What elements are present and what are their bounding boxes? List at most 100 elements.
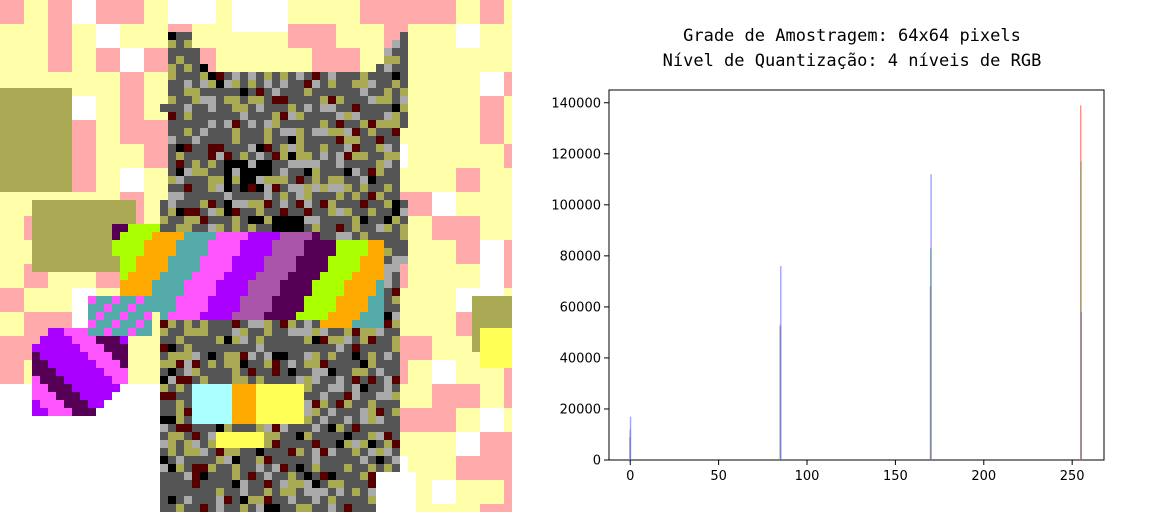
image-pixel-run bbox=[112, 224, 128, 232]
image-pixel-run bbox=[400, 424, 456, 432]
image-pixel-run bbox=[160, 216, 168, 224]
image-pixel-run bbox=[376, 448, 384, 456]
image-pixel-run bbox=[224, 168, 232, 176]
image-pixel-run bbox=[32, 344, 80, 352]
image-pixel-run bbox=[264, 96, 272, 104]
image-pixel-run bbox=[288, 272, 320, 280]
image-pixel-run bbox=[72, 304, 88, 312]
image-pixel-run bbox=[168, 320, 176, 328]
image-pixel-run bbox=[184, 104, 192, 112]
image-pixel-run bbox=[0, 424, 160, 432]
image-pixel-run bbox=[72, 48, 96, 56]
image-pixel-run bbox=[224, 96, 240, 104]
image-pixel-run bbox=[208, 360, 216, 368]
image-pixel-run bbox=[432, 360, 456, 368]
image-pixel-run bbox=[192, 360, 200, 368]
image-pixel-run bbox=[304, 376, 312, 384]
image-pixel-run bbox=[456, 496, 504, 504]
image-pixel-run bbox=[312, 400, 320, 408]
image-pixel-run bbox=[272, 136, 288, 144]
image-pixel-run bbox=[344, 128, 352, 136]
image-pixel-run bbox=[352, 192, 360, 200]
image-pixel-run bbox=[0, 408, 32, 416]
image-pixel-run bbox=[216, 456, 224, 464]
image-pixel-run bbox=[400, 80, 408, 88]
image-pixel-run bbox=[24, 264, 32, 272]
image-pixel-run bbox=[368, 296, 384, 304]
image-pixel-run bbox=[248, 104, 256, 112]
image-pixel-run bbox=[176, 72, 200, 80]
image-pixel-run bbox=[200, 312, 232, 320]
image-pixel-run bbox=[456, 8, 480, 16]
image-pixel-run bbox=[304, 128, 312, 136]
image-pixel-run bbox=[392, 456, 400, 464]
image-pixel-run bbox=[0, 360, 24, 368]
image-pixel-run bbox=[0, 192, 120, 200]
image-pixel-run bbox=[368, 152, 384, 160]
image-pixel-run bbox=[248, 80, 256, 88]
image-pixel-run bbox=[216, 200, 224, 208]
image-pixel-run bbox=[288, 0, 360, 8]
image-pixel-run bbox=[136, 256, 168, 264]
image-pixel-run bbox=[232, 192, 264, 200]
image-pixel-run bbox=[480, 432, 512, 440]
image-pixel-run bbox=[160, 424, 168, 432]
image-pixel-run bbox=[384, 48, 392, 56]
image-pixel-run bbox=[216, 232, 248, 240]
image-pixel-run bbox=[296, 472, 304, 480]
image-pixel-run bbox=[312, 200, 320, 208]
image-pixel-run bbox=[272, 368, 280, 376]
image-pixel-run bbox=[400, 280, 408, 288]
image-pixel-run bbox=[256, 104, 264, 112]
image-pixel-run bbox=[312, 480, 320, 488]
image-pixel-run bbox=[272, 128, 280, 136]
image-pixel-run bbox=[176, 320, 184, 328]
image-pixel-run bbox=[208, 200, 216, 208]
image-pixel-run bbox=[88, 352, 112, 360]
image-pixel-run bbox=[272, 152, 280, 160]
image-pixel-run bbox=[368, 120, 376, 128]
image-pixel-run bbox=[96, 0, 144, 8]
image-pixel-run bbox=[144, 96, 168, 104]
image-pixel-run bbox=[184, 360, 192, 368]
image-pixel-run bbox=[264, 328, 272, 336]
image-pixel-run bbox=[208, 328, 232, 336]
image-pixel-run bbox=[408, 272, 480, 280]
image-pixel-run bbox=[208, 120, 216, 128]
image-pixel-run bbox=[480, 360, 512, 368]
image-pixel-run bbox=[344, 440, 352, 448]
image-pixel-run bbox=[352, 208, 368, 216]
image-pixel-run bbox=[0, 384, 32, 392]
image-pixel-run bbox=[112, 240, 144, 248]
image-pixel-run bbox=[0, 136, 72, 144]
image-pixel-run bbox=[208, 376, 232, 384]
image-pixel-run bbox=[96, 8, 144, 16]
image-pixel-run bbox=[168, 112, 176, 120]
image-pixel-run bbox=[256, 344, 264, 352]
image-pixel-run bbox=[112, 352, 128, 360]
image-pixel-run bbox=[216, 336, 224, 344]
image-pixel-run bbox=[0, 320, 24, 328]
image-pixel-run bbox=[240, 304, 272, 312]
image-pixel-run bbox=[160, 344, 168, 352]
image-pixel-run bbox=[272, 352, 288, 360]
image-pixel-run bbox=[248, 96, 264, 104]
image-pixel-run bbox=[248, 160, 256, 168]
image-pixel-run bbox=[328, 264, 360, 272]
image-pixel-run bbox=[392, 88, 400, 96]
image-pixel-run bbox=[168, 384, 176, 392]
image-pixel-run bbox=[256, 400, 304, 408]
image-pixel-run bbox=[312, 280, 344, 288]
image-pixel-run bbox=[240, 224, 248, 232]
image-pixel-run bbox=[504, 248, 512, 256]
image-pixel-run bbox=[232, 120, 240, 128]
image-pixel-run bbox=[288, 368, 296, 376]
image-pixel-run bbox=[96, 64, 120, 72]
image-pixel-run bbox=[240, 296, 272, 304]
image-pixel-run bbox=[296, 432, 304, 440]
image-pixel-run bbox=[360, 264, 384, 272]
image-pixel-run bbox=[352, 128, 360, 136]
image-pixel-run bbox=[360, 352, 368, 360]
image-pixel-run bbox=[384, 320, 392, 328]
image-pixel-run bbox=[344, 120, 360, 128]
